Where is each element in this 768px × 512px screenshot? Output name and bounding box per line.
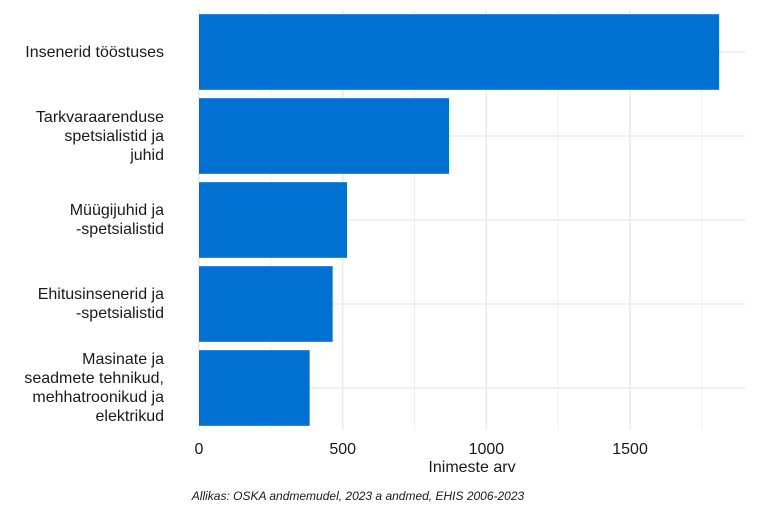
x-tick-label: 1500 <box>612 441 648 458</box>
bar <box>199 14 720 90</box>
bar <box>199 98 450 174</box>
category-label-line: Müügijuhid ja <box>69 202 164 219</box>
bar <box>199 182 347 258</box>
x-tick-label: 1000 <box>468 441 505 458</box>
category-label-line: Insenerid tööstuses <box>25 43 164 61</box>
category-label-line: seadmete tehnikud, <box>24 370 164 387</box>
bar <box>199 266 333 342</box>
category-label: Insenerid tööstuses <box>25 43 164 62</box>
category-label-line: Tarkvaraarenduse <box>35 108 164 126</box>
bar <box>199 350 310 426</box>
category-label: Müügijuhid ja -spetsialistid <box>70 201 164 239</box>
category-label: Ehitusinsenerid ja -spetsialistid <box>38 285 164 323</box>
x-tick-label: 0 <box>194 441 204 458</box>
category-label: Masinate ja seadmete tehnikud, mehhatrooni… <box>24 350 164 426</box>
source-note: Allikas: OSKA andmemudel, 2023 a andmed,… <box>191 489 525 503</box>
category-label-line: -spetsialistid <box>75 221 164 238</box>
category-label-line: Ehitusinsenerid ja <box>37 286 164 303</box>
bars <box>199 14 720 426</box>
category-label-line: mehhatroonikud ja <box>32 389 164 406</box>
category-label: Tarkvaraarenduse spetsialistid ja juhid <box>36 108 164 165</box>
category-label-line: Masinate ja <box>82 351 164 368</box>
x-tick-label: 500 <box>329 441 357 458</box>
x-axis-title: Inimeste arv <box>428 459 516 476</box>
category-label-line: juhid <box>130 146 164 164</box>
category-label-line: -spetsialistid <box>75 305 164 322</box>
category-label-line: elektrikud <box>95 408 164 425</box>
category-label-line: spetsialistid ja <box>64 127 164 145</box>
